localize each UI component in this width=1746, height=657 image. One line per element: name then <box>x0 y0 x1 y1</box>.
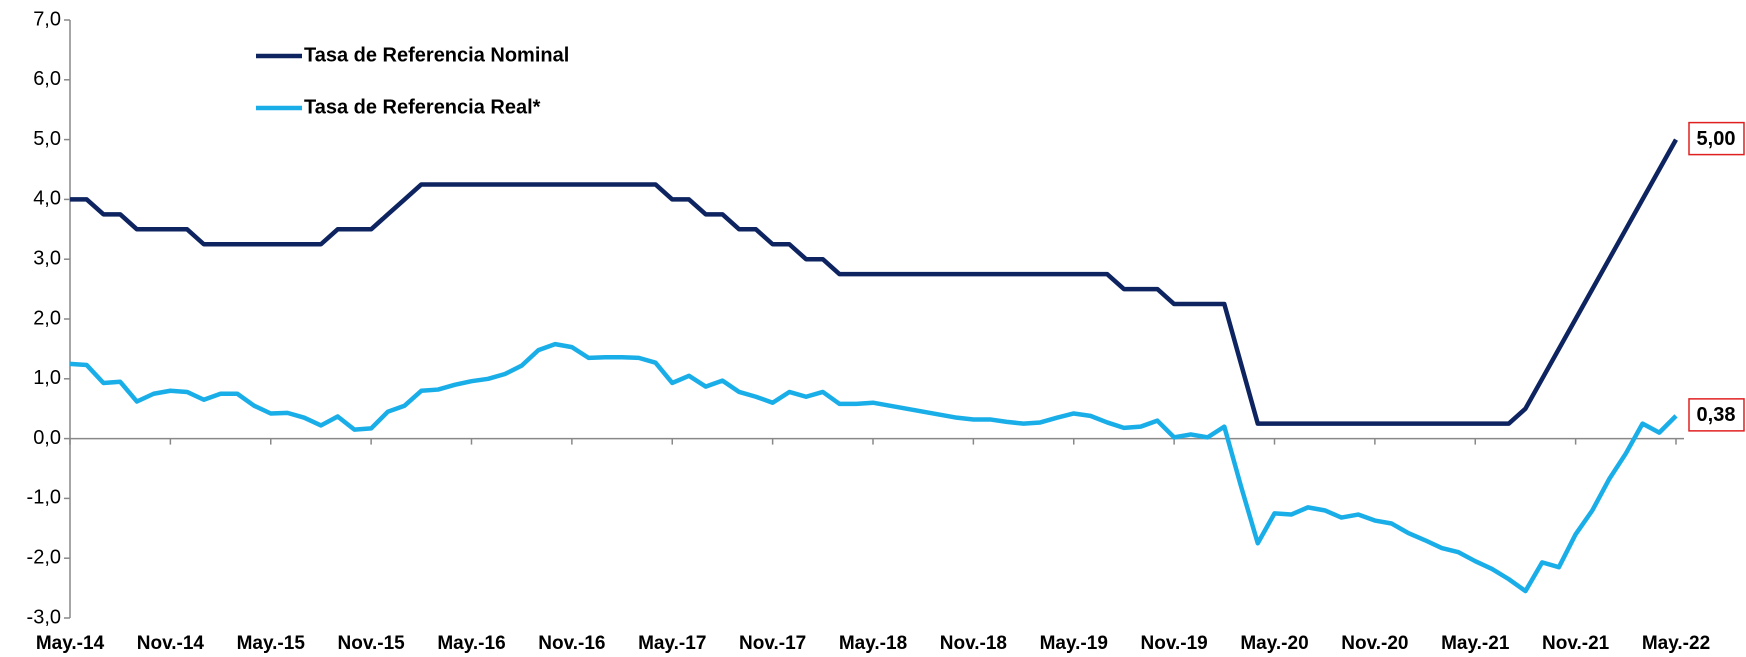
y-tick-label: 6,0 <box>33 68 61 90</box>
value-label-box <box>1688 121 1745 156</box>
x-tick-label: Nov.-15 <box>338 633 406 654</box>
x-tick-label: Nov.-14 <box>137 633 205 654</box>
x-tick-label: May.-22 <box>1642 633 1710 654</box>
x-tick-label: May.-17 <box>638 633 706 654</box>
value-label: 0,38 <box>1697 404 1736 426</box>
value-label: 5,00 <box>1697 128 1736 150</box>
x-tick-label: May.-16 <box>437 633 505 654</box>
x-tick-label: Nov.-20 <box>1341 633 1408 654</box>
y-tick-label: 5,0 <box>33 128 61 150</box>
series-line <box>70 138 1678 426</box>
y-tick-label: 4,0 <box>33 188 61 210</box>
x-tick-label: Nov.-17 <box>739 633 806 654</box>
x-tick-label: May.-21 <box>1441 633 1510 654</box>
value-label-box <box>1688 398 1745 432</box>
x-tick-label: Nov.-18 <box>940 633 1007 654</box>
x-tick-label: May.-18 <box>839 633 907 654</box>
x-tick-label: Nov.-21 <box>1542 633 1610 654</box>
x-tick-label: Nov.-19 <box>1141 633 1208 654</box>
y-tick-label: 3,0 <box>33 247 61 269</box>
x-tick-label: May.-19 <box>1040 633 1108 654</box>
legend-label: Tasa de Referencia Nominal <box>304 44 569 66</box>
x-tick-label: Nov.-16 <box>538 633 605 654</box>
y-tick-label: 7,0 <box>33 8 61 30</box>
legend-label: Tasa de Referencia Real* <box>304 96 541 118</box>
x-tick-label: May.-14 <box>36 633 105 654</box>
y-tick-label: -3,0 <box>27 606 61 628</box>
y-tick-label: -2,0 <box>27 546 61 568</box>
series-line <box>69 341 1678 594</box>
y-tick-label: 1,0 <box>33 367 61 389</box>
x-tick-label: May.-15 <box>237 633 306 654</box>
y-tick-label: 2,0 <box>33 307 61 329</box>
y-tick-label: -1,0 <box>27 487 61 509</box>
y-tick-label: 0,0 <box>33 427 61 449</box>
x-tick-label: May.-20 <box>1240 633 1308 654</box>
